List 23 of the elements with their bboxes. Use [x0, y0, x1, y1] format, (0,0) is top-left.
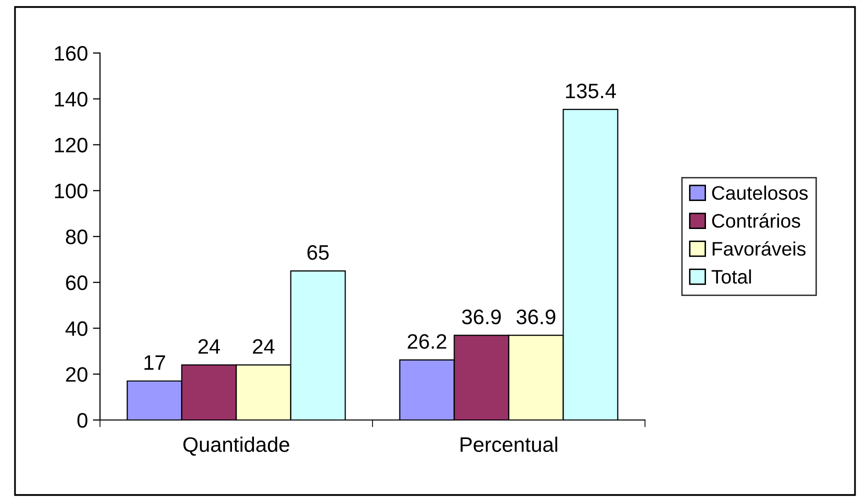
- y-tick-label: 160: [55, 46, 88, 61]
- y-tick-label: 20: [66, 367, 88, 382]
- legend-label: Favoráveis: [712, 241, 806, 256]
- y-tick-label: 120: [55, 138, 88, 153]
- legend-label: Total: [712, 269, 751, 284]
- y-tick-label: 60: [66, 275, 88, 290]
- data-label: 65: [307, 245, 329, 260]
- y-tick-label: 80: [66, 230, 88, 244]
- data-label: 26.2: [408, 334, 446, 349]
- data-label: 17: [144, 355, 166, 370]
- data-label: 24: [252, 339, 274, 354]
- legend-label: Contrários: [712, 213, 800, 228]
- y-tick-label: 40: [66, 321, 88, 336]
- y-tick-label: 0: [77, 413, 88, 428]
- y-tick-label: 100: [55, 184, 88, 198]
- x-tick-label: Percentual: [460, 436, 558, 452]
- y-tick-label: 140: [55, 92, 88, 107]
- data-label: 36.9: [462, 310, 501, 324]
- data-label: 36.9: [516, 310, 556, 324]
- data-label: 135.4: [566, 84, 616, 98]
- legend-label: Cautelosos: [712, 186, 808, 200]
- data-label: 24: [198, 339, 220, 354]
- x-tick-label: Quantidade: [183, 436, 290, 456]
